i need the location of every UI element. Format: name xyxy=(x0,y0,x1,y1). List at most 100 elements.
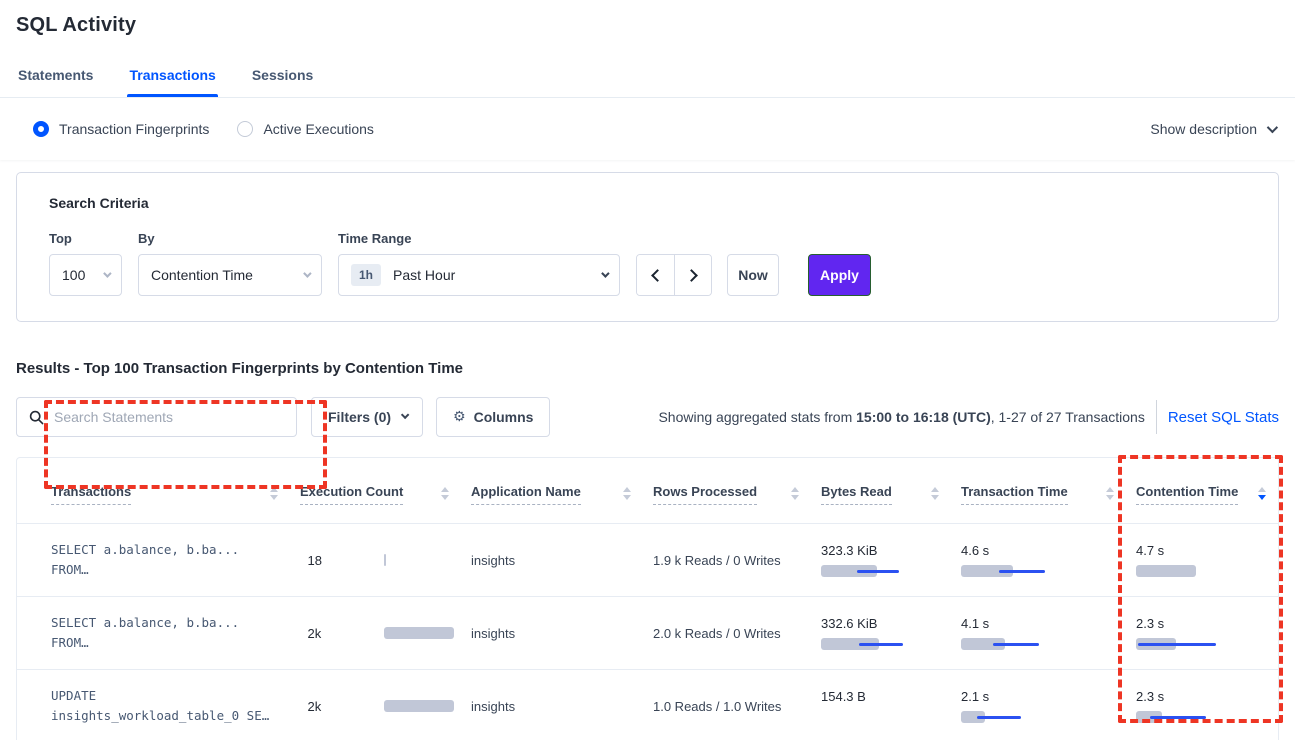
by-field: By Contention Time xyxy=(138,231,322,296)
reset-sql-stats-link[interactable]: Reset SQL Stats xyxy=(1167,408,1279,426)
transaction-time-cell: 4.1 s xyxy=(961,616,1136,650)
transaction-fingerprint-link[interactable]: UPDATE insights_workload_table_0 SE… xyxy=(51,688,270,723)
stats-time-range: 15:00 to 16:18 (UTC) xyxy=(856,409,991,425)
transaction-fingerprint-link[interactable]: SELECT a.balance, b.ba... FROM… xyxy=(51,542,240,577)
transactions-table: Transactions Execution Count Application… xyxy=(16,455,1283,740)
tabs-divider xyxy=(0,97,1295,98)
column-header-contention-time[interactable]: Contention Time xyxy=(1136,458,1278,523)
top-value: 100 xyxy=(62,267,86,283)
bytes-read-cell: 154.3 B xyxy=(821,689,961,723)
tab-sessions[interactable]: Sessions xyxy=(251,67,314,83)
execution-count-cell: 18 xyxy=(300,553,471,568)
column-header-transactions[interactable]: Transactions xyxy=(17,458,300,523)
bytes-read-cell: 332.6 KiB xyxy=(821,616,961,650)
columns-label: Columns xyxy=(473,409,534,425)
execution-count-bar xyxy=(383,700,464,712)
sort-icon[interactable] xyxy=(1106,484,1114,500)
stats-suffix: , 1-27 of 27 Transactions xyxy=(990,409,1145,425)
column-header-rows-processed[interactable]: Rows Processed xyxy=(653,458,821,523)
by-label: By xyxy=(138,231,155,246)
search-statements-input[interactable] xyxy=(54,409,284,425)
chevron-down-icon xyxy=(1266,121,1279,134)
contention-time-cell: 2.3 s xyxy=(1136,689,1278,723)
chevron-down-icon xyxy=(103,269,112,278)
search-icon xyxy=(29,410,44,424)
show-description-toggle[interactable]: Show description xyxy=(1150,121,1279,137)
execution-count-bar xyxy=(383,554,464,566)
toolbar-divider xyxy=(1155,400,1157,434)
rows-processed-cell: 1.0 Reads / 1.0 Writes xyxy=(653,698,782,714)
sort-icon[interactable] xyxy=(931,484,939,500)
chevron-right-icon xyxy=(685,268,698,282)
now-button[interactable]: Now xyxy=(727,254,779,296)
apply-button[interactable]: Apply xyxy=(808,254,871,296)
page-header: SQL Activity Statements Transactions Ses… xyxy=(0,0,1295,97)
radio-transaction-fingerprints[interactable]: Transaction Fingerprints xyxy=(33,121,209,137)
time-prev-button[interactable] xyxy=(637,255,674,295)
columns-button[interactable]: ⚙ Columns xyxy=(436,397,551,437)
view-toggle-row: Transaction Fingerprints Active Executio… xyxy=(0,98,1295,160)
filters-label: Filters (0) xyxy=(328,409,392,425)
results-heading: Results - Top 100 Transaction Fingerprin… xyxy=(16,360,464,377)
contention-time-cell: 2.3 s xyxy=(1136,616,1278,650)
stats-prefix: Showing aggregated stats from xyxy=(658,409,857,425)
time-range-badge: 1h xyxy=(351,264,382,286)
transaction-time-bar xyxy=(961,565,1045,577)
contention-time-bar xyxy=(1136,638,1216,650)
rows-processed-cell: 2.0 k Reads / 0 Writes xyxy=(653,625,781,641)
tab-statements[interactable]: Statements xyxy=(18,67,94,83)
application-name-cell: insights xyxy=(471,698,516,714)
radio-active-executions[interactable]: Active Executions xyxy=(237,121,374,137)
stats-summary: Showing aggregated stats from 15:00 to 1… xyxy=(658,409,1144,425)
top-select[interactable]: 100 xyxy=(49,254,122,296)
time-nav-group xyxy=(636,254,712,296)
contention-time-bar xyxy=(1136,565,1216,577)
transaction-time-bar xyxy=(961,711,1041,723)
column-header-application-name[interactable]: Application Name xyxy=(471,458,653,523)
contention-time-bar xyxy=(1136,711,1216,723)
execution-count-bar xyxy=(383,627,464,639)
table-row: UPDATE insights_workload_table_0 SE… 2k … xyxy=(17,670,1278,740)
radio-selected-icon[interactable] xyxy=(33,121,49,137)
top-label: Top xyxy=(49,231,72,246)
tab-transactions[interactable]: Transactions xyxy=(127,61,219,97)
chevron-down-icon xyxy=(601,269,610,278)
column-header-bytes-read[interactable]: Bytes Read xyxy=(821,458,961,523)
chevron-left-icon xyxy=(650,268,664,282)
bytes-read-cell: 323.3 KiB xyxy=(821,543,961,577)
gear-icon: ⚙ xyxy=(453,409,466,425)
bytes-read-bar xyxy=(821,638,903,650)
tab-bar: Statements Transactions Sessions xyxy=(16,61,1279,97)
top-field: Top 100 xyxy=(49,231,122,296)
contention-time-cell: 4.7 s xyxy=(1136,543,1278,577)
search-statements-box[interactable] xyxy=(16,397,297,437)
time-range-select[interactable]: 1h Past Hour xyxy=(338,254,620,296)
radio-label: Active Executions xyxy=(263,121,374,137)
execution-count-cell: 2k xyxy=(300,699,471,714)
transaction-time-bar xyxy=(961,638,1041,650)
application-name-cell: insights xyxy=(471,552,516,568)
sort-icon[interactable] xyxy=(791,484,799,500)
table-row: SELECT a.balance, b.ba... FROM… 18 insig… xyxy=(17,524,1278,597)
search-criteria-heading: Search Criteria xyxy=(49,195,149,211)
chevron-down-icon xyxy=(303,269,312,278)
radio-label: Transaction Fingerprints xyxy=(59,121,210,137)
transaction-fingerprint-link[interactable]: SELECT a.balance, b.ba... FROM… xyxy=(51,615,240,650)
sort-icon[interactable] xyxy=(441,484,449,500)
time-range-label: Time Range xyxy=(338,231,412,246)
time-next-button[interactable] xyxy=(674,255,711,295)
results-toolbar: Filters (0) ⚙ Columns Showing aggregated… xyxy=(16,397,1279,437)
sort-icon-active-desc[interactable] xyxy=(1258,484,1266,500)
by-select[interactable]: Contention Time xyxy=(138,254,322,296)
sort-icon[interactable] xyxy=(623,484,631,500)
application-name-cell: insights xyxy=(471,625,516,641)
column-header-execution-count[interactable]: Execution Count xyxy=(300,458,471,523)
rows-processed-cell: 1.9 k Reads / 0 Writes xyxy=(653,552,781,568)
search-criteria-fields: Top 100 By Contention Time Time Range 1h… xyxy=(49,231,1262,296)
filters-button[interactable]: Filters (0) xyxy=(311,397,424,437)
column-header-transaction-time[interactable]: Transaction Time xyxy=(961,458,1136,523)
by-value: Contention Time xyxy=(151,267,253,283)
radio-unselected-icon[interactable] xyxy=(237,121,254,137)
sort-icon[interactable] xyxy=(270,484,278,500)
table-header-row: Transactions Execution Count Application… xyxy=(17,458,1278,524)
